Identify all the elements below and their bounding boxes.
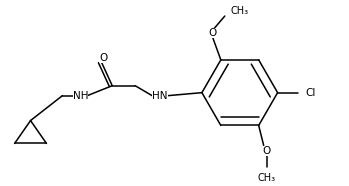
Text: HN: HN: [152, 91, 168, 101]
Text: O: O: [262, 146, 271, 156]
Text: CH₃: CH₃: [231, 6, 249, 16]
Text: CH₃: CH₃: [258, 173, 276, 183]
Text: Cl: Cl: [305, 88, 316, 98]
Text: NH: NH: [73, 91, 88, 101]
Text: O: O: [209, 28, 217, 38]
Text: O: O: [99, 53, 107, 63]
